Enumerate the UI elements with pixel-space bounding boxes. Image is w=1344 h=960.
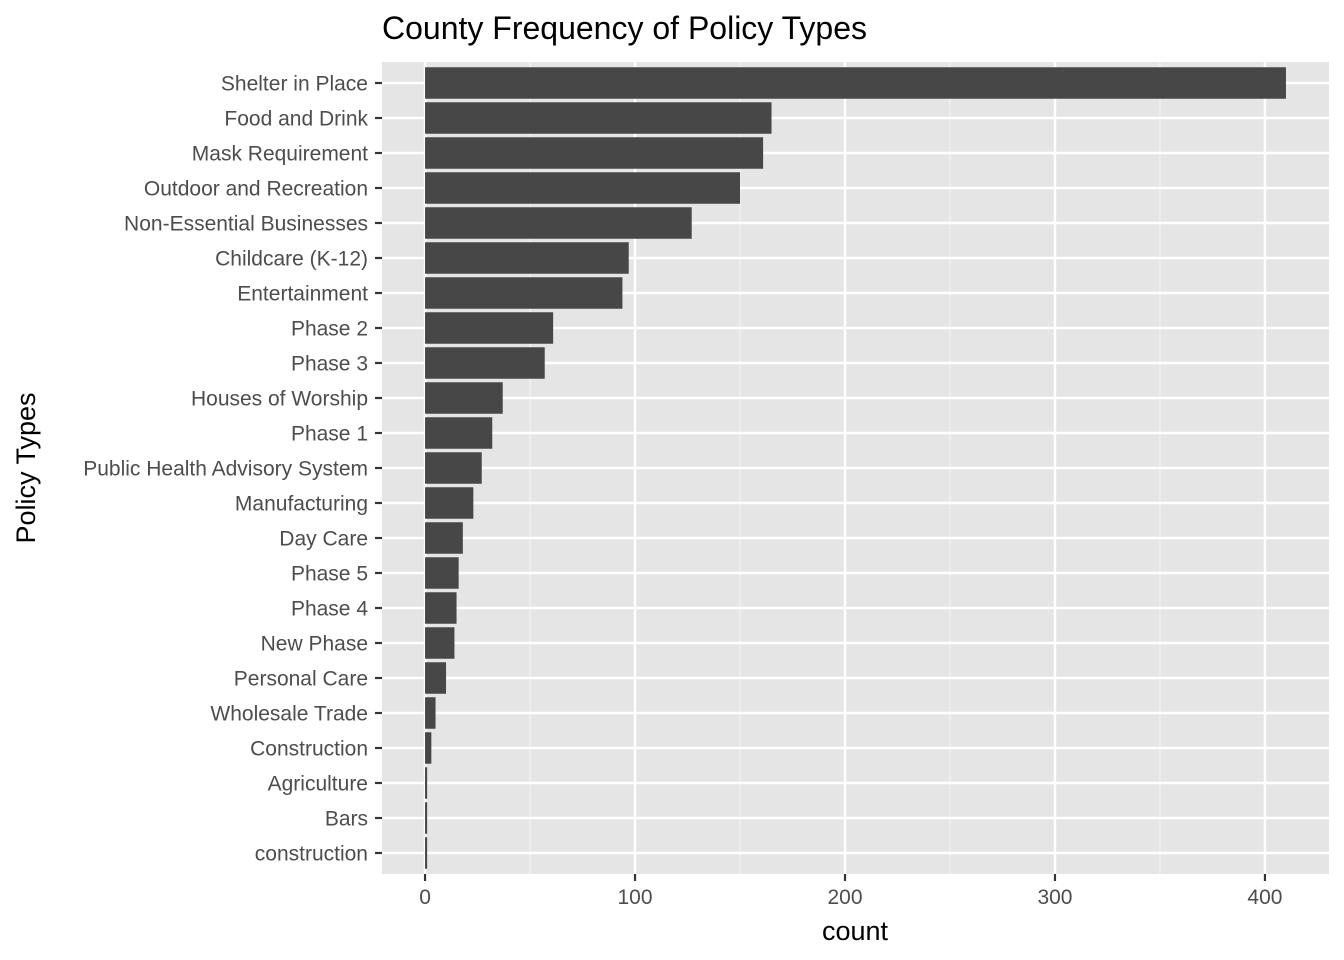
bar-non-essential-businesses — [425, 207, 692, 239]
bar-entertainment — [425, 277, 623, 309]
x-tick-label: 0 — [419, 886, 431, 909]
y-tick-label: Agriculture — [268, 773, 368, 796]
bar-day-care — [425, 522, 463, 554]
y-tick-label: Day Care — [279, 528, 368, 551]
bar-wholesale-trade — [425, 697, 436, 729]
bar-agriculture — [425, 767, 428, 799]
x-tick-label: 200 — [827, 886, 862, 909]
bar-public-health-advisory-system — [425, 452, 482, 484]
bar-houses-of-worship — [425, 382, 503, 414]
bar-bars — [425, 802, 428, 834]
bar-new-phase — [425, 627, 455, 659]
bar-manufacturing — [425, 487, 474, 519]
x-axis: 0 100 200 300 400 — [419, 874, 1282, 909]
y-tick-label: Public Health Advisory System — [83, 458, 368, 481]
x-tick-label: 100 — [617, 886, 652, 909]
y-tick-label: Entertainment — [237, 283, 368, 306]
bar-phase-2 — [425, 312, 554, 344]
bar-construction — [425, 837, 428, 869]
bar-phase-5 — [425, 557, 459, 589]
bar-food-and-drink — [425, 102, 772, 134]
bar-construction — [425, 732, 432, 764]
y-tick-label: Houses of Worship — [191, 388, 368, 411]
bars — [425, 67, 1286, 869]
x-axis-title: count — [822, 916, 889, 946]
y-axis: Shelter in Place Food and Drink Mask Requi… — [83, 73, 382, 866]
y-tick-label: Non-Essential Businesses — [124, 213, 368, 236]
y-tick-label: Phase 1 — [291, 423, 368, 446]
bar-mask-requirement — [425, 137, 764, 169]
y-tick-label: Phase 5 — [291, 563, 368, 586]
y-tick-label: Childcare (K-12) — [215, 248, 368, 271]
y-tick-label: Phase 3 — [291, 353, 368, 376]
y-tick-label: Bars — [325, 808, 368, 831]
bar-phase-3 — [425, 347, 545, 379]
y-tick-label: Phase 2 — [291, 318, 368, 341]
y-tick-label: Construction — [250, 738, 368, 761]
y-tick-label: Phase 4 — [291, 598, 368, 621]
x-tick-label: 300 — [1037, 886, 1072, 909]
y-tick-label: construction — [255, 843, 368, 866]
bar-personal-care — [425, 662, 447, 694]
x-tick-label: 400 — [1247, 886, 1282, 909]
y-tick-label: Mask Requirement — [192, 143, 368, 166]
y-tick-label: Food and Drink — [224, 108, 368, 131]
bar-outdoor-and-recreation — [425, 172, 741, 204]
bar-phase-4 — [425, 592, 457, 624]
chart-title: County Frequency of Policy Types — [382, 10, 867, 46]
bar-childcare-k-12 — [425, 242, 629, 274]
y-tick-label: Manufacturing — [235, 493, 368, 516]
y-tick-label: Outdoor and Recreation — [144, 178, 368, 201]
y-tick-label: Personal Care — [234, 668, 368, 691]
bar-shelter-in-place — [425, 67, 1286, 99]
bar-phase-1 — [425, 417, 493, 449]
y-tick-label: Wholesale Trade — [210, 703, 368, 726]
y-tick-label: New Phase — [261, 633, 368, 656]
y-axis-title: Policy Types — [11, 392, 41, 543]
y-tick-label: Shelter in Place — [221, 73, 368, 96]
